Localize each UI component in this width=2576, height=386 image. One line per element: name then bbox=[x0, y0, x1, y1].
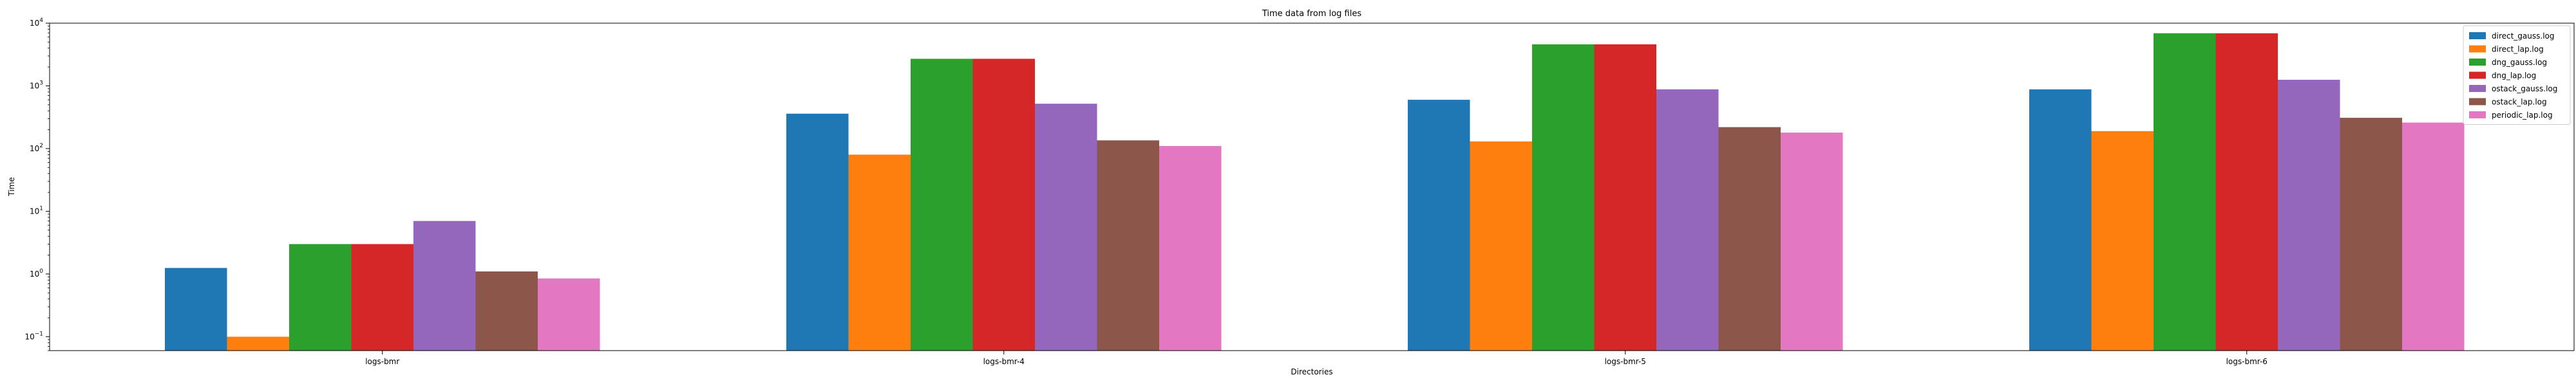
y-axis: 10−1 100 101 102 103 104 bbox=[24, 17, 50, 351]
bar bbox=[1781, 133, 1843, 351]
bar bbox=[786, 113, 849, 351]
bar bbox=[1159, 145, 1222, 351]
bar bbox=[2340, 118, 2402, 351]
chart-title: Time data from log files bbox=[1262, 9, 1361, 19]
x-tick-label: logs-bmr-6 bbox=[2226, 357, 2268, 366]
y-tick-label: 10−1 bbox=[24, 331, 43, 341]
x-tick-label: logs-bmr-4 bbox=[983, 357, 1025, 366]
legend-box bbox=[2463, 25, 2571, 125]
legend-swatch bbox=[2469, 111, 2486, 118]
y-axis-label: Time bbox=[7, 177, 16, 196]
bar bbox=[538, 278, 600, 351]
legend-entry-label: dng_gauss.log bbox=[2492, 58, 2547, 67]
bar bbox=[1718, 127, 1781, 351]
bar bbox=[1035, 104, 1097, 351]
bar bbox=[1408, 100, 1470, 351]
legend-entry-label: ostack_lap.log bbox=[2492, 98, 2547, 107]
y-tick-label: 100 bbox=[30, 268, 43, 279]
bars-layer bbox=[165, 33, 2465, 351]
legend-entry-label: direct_lap.log bbox=[2492, 45, 2544, 54]
plot-area-frame bbox=[49, 23, 2575, 351]
legend-swatch bbox=[2469, 98, 2486, 106]
y-tick-label: 104 bbox=[30, 17, 43, 28]
x-axis: logs-bmr logs-bmr-4 logs-bmr-5 logs-bmr-6 bbox=[365, 351, 2268, 366]
legend-entry-label: dng_lap.log bbox=[2492, 71, 2536, 80]
bar bbox=[1470, 141, 1532, 351]
legend-swatch bbox=[2469, 59, 2486, 66]
bar bbox=[351, 244, 413, 351]
legend-swatch bbox=[2469, 85, 2486, 92]
bar bbox=[2402, 122, 2465, 351]
legend-swatch bbox=[2469, 45, 2486, 53]
bar bbox=[848, 154, 911, 351]
bar bbox=[227, 336, 289, 351]
bar bbox=[413, 221, 476, 351]
bar bbox=[2154, 33, 2216, 351]
bar bbox=[1097, 140, 1159, 351]
x-tick-label: logs-bmr bbox=[365, 357, 399, 366]
y-tick-label: 101 bbox=[30, 205, 43, 216]
bar bbox=[911, 59, 973, 351]
y-tick-label: 103 bbox=[30, 80, 43, 90]
bar bbox=[2091, 131, 2154, 351]
bar bbox=[1594, 44, 1656, 351]
x-axis-label: Directories bbox=[1291, 367, 1332, 376]
bar bbox=[2215, 33, 2278, 351]
legend-swatch bbox=[2469, 71, 2486, 79]
bar bbox=[2278, 80, 2340, 351]
x-tick-label: logs-bmr-5 bbox=[1605, 357, 1646, 366]
bar bbox=[972, 59, 1035, 351]
legend-swatch bbox=[2469, 32, 2486, 39]
y-tick-label: 102 bbox=[30, 143, 43, 153]
legend: direct_gauss.log direct_lap.log dng_gauss.… bbox=[2463, 25, 2571, 125]
bar bbox=[1656, 89, 1719, 351]
bar bbox=[2029, 89, 2092, 351]
bar bbox=[1532, 44, 1595, 351]
bar bbox=[165, 268, 227, 351]
bar bbox=[289, 244, 352, 351]
legend-entry-label: direct_gauss.log bbox=[2492, 32, 2555, 41]
legend-entry-label: ostack_gauss.log bbox=[2492, 84, 2557, 93]
bar bbox=[475, 271, 538, 351]
legend-entry-label: periodic_lap.log bbox=[2492, 111, 2553, 120]
